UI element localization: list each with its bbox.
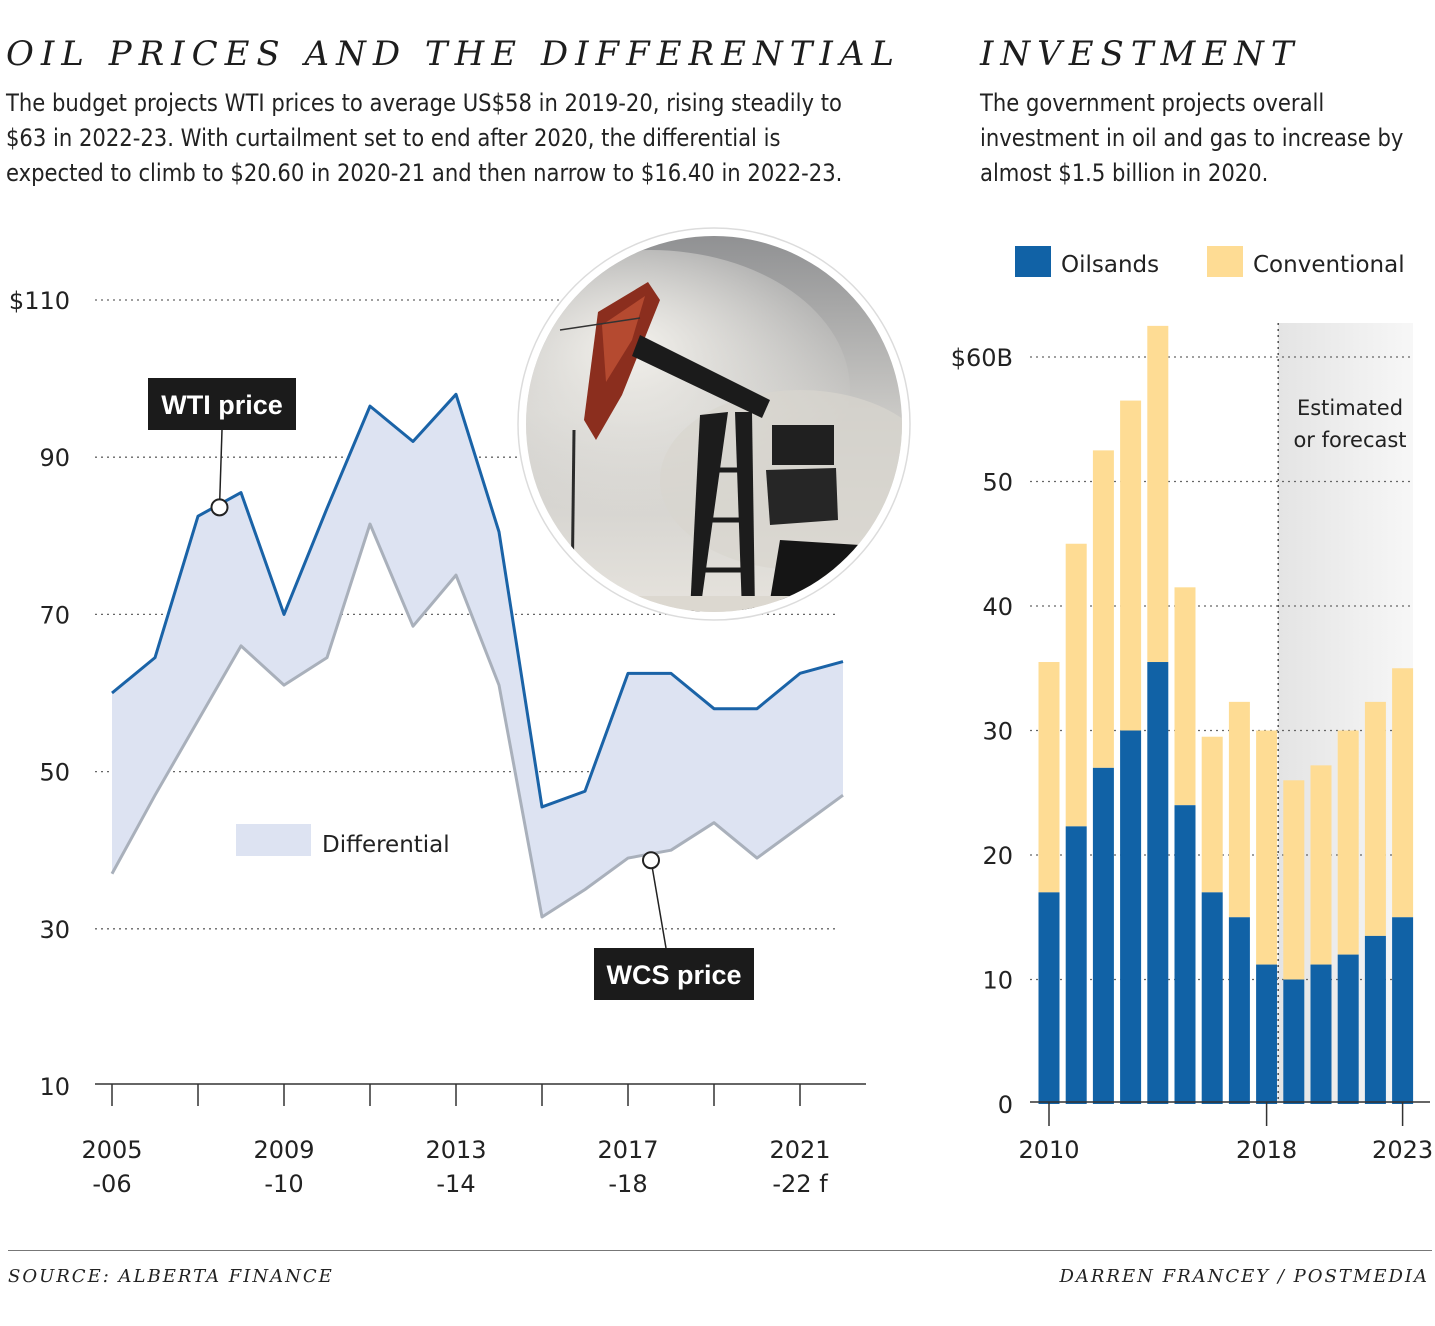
- oilsands-legend-swatch: [1015, 246, 1051, 277]
- differential-legend-swatch: [236, 824, 311, 856]
- right-y-tick-label: 40: [982, 593, 1013, 621]
- right-y-tick-label: 20: [982, 842, 1013, 870]
- differential-area: [112, 394, 843, 918]
- wti-callout-marker: [210, 498, 229, 517]
- oilsands-bar: [1147, 662, 1169, 1104]
- left-y-tick-label: 10: [39, 1073, 70, 1101]
- left-y-tick-label: 90: [39, 444, 70, 472]
- conventional-bar: [1201, 736, 1223, 893]
- conventional-bar: [1092, 450, 1114, 768]
- left-x-tick-label: -18: [608, 1170, 647, 1198]
- right-x-axis: 2010 2018 2023: [1018, 1101, 1433, 1164]
- left-y-tick-label: $110: [9, 287, 70, 315]
- left-x-tick-label: 2021: [769, 1136, 830, 1164]
- wcs-price-line: [110, 522, 844, 919]
- oilsands-bar: [1337, 954, 1359, 1104]
- left-chart-title: OIL PRICES AND THE DIFFERENTIAL: [6, 34, 901, 74]
- differential-legend-label: Differential: [322, 832, 450, 858]
- wcs-callout-marker: [642, 851, 660, 870]
- wti-callout-box: [148, 378, 296, 430]
- forecast-note-line1: Estimated: [1297, 396, 1403, 420]
- right-y-tick-label: 50: [982, 469, 1013, 497]
- price-lines-layer: [110, 392, 844, 919]
- differential-area-layer: [112, 394, 843, 918]
- left-chart-description: The budget projects WTI prices to averag…: [6, 89, 843, 187]
- oilsands-bar: [1228, 917, 1250, 1104]
- oilsands-bar: [1201, 892, 1223, 1104]
- left-y-tick-label: 70: [39, 601, 70, 629]
- conventional-bar: [1256, 730, 1278, 965]
- author-credit: DARREN FRANCEY / POSTMEDIA: [1059, 1266, 1429, 1287]
- conventional-bar: [1228, 701, 1250, 918]
- conventional-bar: [1283, 780, 1305, 980]
- right-y-tick-label: 0: [998, 1091, 1013, 1119]
- oilsands-bar: [1174, 805, 1196, 1104]
- oilsands-bar: [1065, 826, 1087, 1104]
- left-y-tick-label: 30: [39, 916, 70, 944]
- conventional-bar: [1337, 730, 1359, 955]
- conventional-bar: [1065, 543, 1087, 827]
- conventional-bar: [1174, 587, 1196, 806]
- left-y-tick-label: 50: [39, 759, 70, 787]
- source-credit: SOURCE: ALBERTA FINANCE: [8, 1266, 334, 1287]
- footer-divider: [8, 1250, 1432, 1251]
- right-x-tick-label: 2018: [1236, 1136, 1297, 1164]
- differential-legend: Differential: [236, 824, 450, 858]
- right-y-tick-label: $60B: [951, 344, 1013, 372]
- oilsands-bar: [1310, 964, 1332, 1104]
- left-x-tick-label: 2005: [81, 1136, 142, 1164]
- oil-pumpjack-photo: [517, 227, 911, 621]
- conventional-bar: [1147, 325, 1169, 663]
- oilsands-bar: [1038, 892, 1060, 1104]
- conventional-bar: [1120, 400, 1142, 731]
- investment-legend: Oilsands Conventional: [1015, 246, 1405, 278]
- right-x-tick-label: 2010: [1018, 1136, 1079, 1164]
- wcs-callout-label: WCS price: [606, 960, 741, 990]
- conventional-bar: [1310, 765, 1332, 965]
- right-y-tick-label: 10: [982, 967, 1013, 995]
- oilsands-bar: [1283, 979, 1305, 1104]
- left-x-tick-label: -22 f: [772, 1170, 828, 1198]
- wcs-callout-leader: [650, 860, 667, 949]
- conventional-bar: [1038, 662, 1060, 893]
- conventional-legend-swatch: [1207, 246, 1243, 277]
- forecast-note-line2: or forecast: [1293, 428, 1406, 452]
- left-x-tick-label: 2009: [253, 1136, 314, 1164]
- right-gridlines: $60B 50 40 30 20 10 0: [951, 344, 1413, 1119]
- oilsands-legend-label: Oilsands: [1061, 252, 1159, 278]
- left-x-tick-label: 2013: [425, 1136, 486, 1164]
- right-x-tick-label: 2023: [1372, 1136, 1433, 1164]
- oilsands-bar: [1364, 935, 1386, 1104]
- left-x-tick-label: -06: [92, 1170, 131, 1198]
- oilsands-bar: [1120, 730, 1142, 1104]
- wcs-callout-box: [594, 948, 754, 1000]
- wti-price-line: [111, 392, 844, 809]
- right-chart-title: INVESTMENT: [980, 34, 1301, 74]
- conventional-legend-label: Conventional: [1253, 252, 1405, 278]
- left-x-axis: 2005 -06 2009 -10 2013 -14 2017 -18 2021 -22 f: [81, 1083, 866, 1198]
- oilsands-bar: [1392, 917, 1414, 1104]
- wti-callout-label: WTI price: [161, 390, 283, 420]
- right-chart-description: The government projects overall investme…: [980, 89, 1404, 187]
- conventional-bar: [1392, 668, 1414, 918]
- left-x-tick-label: -10: [264, 1170, 303, 1198]
- price-callouts: WTI price WCS price: [148, 378, 754, 1000]
- right-y-tick-label: 30: [982, 718, 1013, 746]
- left-x-tick-label: 2017: [597, 1136, 658, 1164]
- oilsands-bar: [1092, 767, 1114, 1104]
- oilsands-bar: [1256, 964, 1278, 1104]
- wti-callout-leader: [218, 429, 223, 508]
- conventional-bar: [1364, 701, 1386, 936]
- investment-bars-layer: [1038, 325, 1414, 1104]
- left-x-tick-label: -14: [436, 1170, 475, 1198]
